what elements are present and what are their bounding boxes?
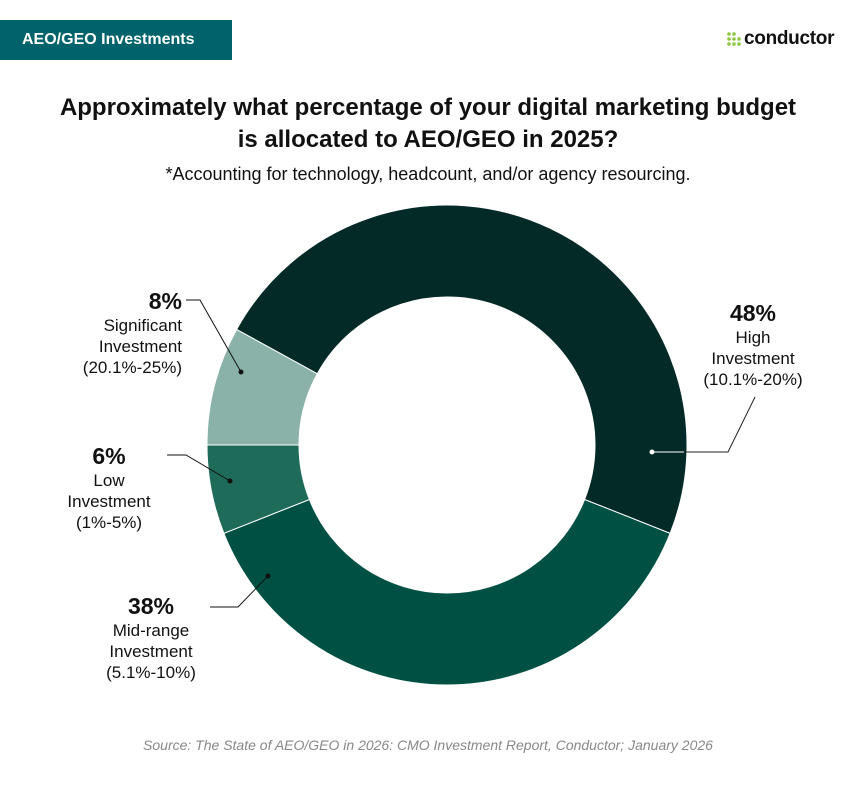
label-high: 48% High Investment (10.1%-20%) <box>683 300 823 390</box>
label-pct: 6% <box>92 443 126 469</box>
logo-dots-icon <box>727 32 741 46</box>
label-range: (5.1%-10%) <box>106 663 196 682</box>
label-low: 6% Low Investment (1%-5%) <box>44 443 174 533</box>
chart-title: Approximately what percentage of your di… <box>59 94 797 153</box>
leader-line <box>186 299 242 373</box>
label-name: Low <box>93 471 125 490</box>
leader-dot <box>265 573 271 579</box>
slice-mid-range <box>223 498 671 686</box>
label-pct: 8% <box>148 288 182 314</box>
label-name: Significant <box>103 316 182 335</box>
source-note: Source: The State of AEO/GEO in 2026: CM… <box>143 737 713 753</box>
slice-high <box>236 204 688 534</box>
label-mid: 38% Mid-range Investment (5.1%-10%) <box>81 593 221 683</box>
label-name: Investment <box>67 492 151 511</box>
label-pct: 38% <box>127 593 175 619</box>
label-range: (20.1%-25%) <box>82 358 182 377</box>
slice-low <box>206 444 311 534</box>
leader-dot <box>649 449 655 455</box>
logo-text: conductor <box>744 28 835 49</box>
leader-dot <box>227 478 233 484</box>
leader-line <box>167 454 231 482</box>
label-range: (1%-5%) <box>75 513 143 532</box>
label-name: Mid-range <box>112 621 190 640</box>
label-name: Investment <box>109 642 193 661</box>
label-name: Investment <box>98 337 182 356</box>
chart-subtitle: *Accounting for technology, headcount, a… <box>165 164 691 184</box>
label-pct: 48% <box>729 300 777 326</box>
label-range: (10.1%-20%) <box>703 370 803 389</box>
leader-line <box>210 575 269 608</box>
label-significant: 8% Significant Investment (20.1%-25%) <box>83 288 182 378</box>
leader-dot <box>238 369 244 375</box>
label-name: High <box>735 328 771 347</box>
conductor-logo: conductor <box>727 28 834 50</box>
label-name: Investment <box>711 349 795 368</box>
category-badge: AEO/GEO Investments <box>0 20 232 60</box>
